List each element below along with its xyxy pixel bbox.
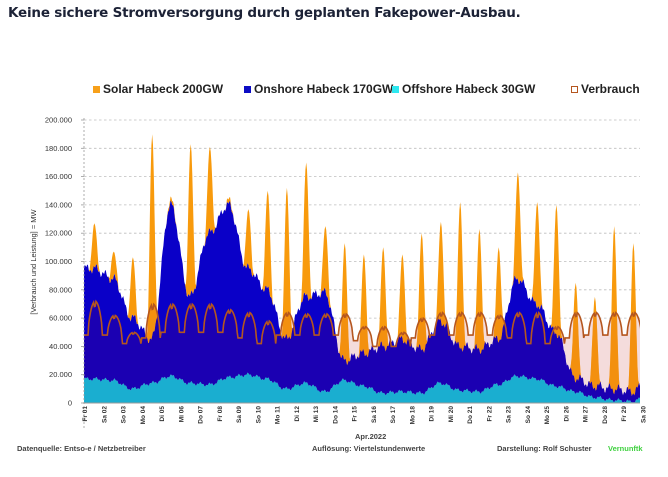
x-tick-label: Do 07 <box>198 406 205 424</box>
x-tick-label: Sa 09 <box>236 406 243 423</box>
x-tick-label: Di 26 <box>563 406 570 422</box>
legend-label-onshore: Onshore Habeck 170GW <box>254 82 394 96</box>
axes <box>83 118 640 428</box>
legend-item-offshore: Offshore Habeck 30GW <box>392 82 535 96</box>
legend-swatch-offshore <box>392 85 399 93</box>
x-tick-label: Mi 27 <box>583 406 590 423</box>
x-axis-ticks: Fr 01 Sa 02 So 03 Mo 04 Di 05 Mi 06 Do 07 Fr 08… <box>82 406 647 425</box>
x-tick-label: Do 21 <box>467 406 474 424</box>
footer-resolution: Auflösung: Viertelstundenwerte <box>312 444 426 453</box>
footer-source: Datenquelle: Entso-e / Netzbetreiber <box>17 444 146 453</box>
legend-label-solar: Solar Habeck 200GW <box>103 82 224 96</box>
y-tick-label: 60.000 <box>49 314 72 323</box>
x-tick-label: Fr 01 <box>82 406 89 422</box>
x-tick-label: Sa 30 <box>640 406 647 423</box>
x-axis-label: Apr.2022 <box>355 432 387 441</box>
solar-under-consumption <box>84 301 640 396</box>
x-tick-label: So 24 <box>525 406 532 424</box>
x-tick-label: So 03 <box>121 406 128 424</box>
onshore-under-consumption <box>84 301 640 403</box>
y-tick-label: 200.000 <box>45 116 72 125</box>
y-tick-label: 120.000 <box>45 229 72 238</box>
chart-legend: Solar Habeck 200GW Onshore Habeck 170GW … <box>40 82 668 98</box>
x-tick-label: Mi 13 <box>313 406 320 423</box>
y-tick-label: 40.000 <box>49 342 72 351</box>
y-axis-ticks: 0 20.000 40.000 60.000 80.000 100.000 120.000 1… <box>45 116 84 408</box>
x-tick-label: Sa 23 <box>506 406 513 423</box>
x-tick-label: Mi 06 <box>178 406 185 423</box>
verbrauch-line <box>84 299 640 348</box>
x-tick-label: Mi 20 <box>448 406 455 423</box>
x-tick-label: Mo 04 <box>140 406 147 425</box>
legend-item-solar: Solar Habeck 200GW <box>93 82 223 96</box>
footer-author: Darstellung: Rolf Schuster <box>497 444 592 453</box>
y-tick-label: 140.000 <box>45 200 72 209</box>
x-tick-label: Sa 16 <box>371 406 378 423</box>
x-tick-label: Fr 15 <box>352 406 359 422</box>
x-tick-label: Fr 22 <box>486 406 493 422</box>
x-tick-label: Fr 29 <box>621 406 628 422</box>
y-tick-label: 100.000 <box>45 257 72 266</box>
y-axis-label: [Verbrauch und Leistung] = MW <box>29 208 38 314</box>
x-tick-label: Do 14 <box>332 406 339 424</box>
legend-label-verbrauch: Verbrauch <box>581 82 640 96</box>
legend-label-offshore: Offshore Habeck 30GW <box>402 82 536 96</box>
x-tick-label: Sa 02 <box>101 406 108 423</box>
y-tick-label: 0 <box>68 399 72 408</box>
x-tick-label: Do 28 <box>602 406 609 424</box>
x-tick-label: So 10 <box>255 406 262 424</box>
x-tick-label: Di 19 <box>429 406 436 422</box>
legend-swatch-solar <box>93 85 100 93</box>
x-tick-label: So 17 <box>390 406 397 424</box>
x-tick-label: Fr 08 <box>217 406 224 422</box>
offshore-area <box>84 372 640 403</box>
headline: Keine sichere Stromversorgung durch gepl… <box>8 5 521 21</box>
plot-area <box>84 134 640 403</box>
x-tick-label: Mo 25 <box>544 406 551 425</box>
legend-swatch-onshore <box>244 85 251 93</box>
x-tick-label: Di 05 <box>159 406 166 422</box>
y-tick-label: 80.000 <box>49 285 72 294</box>
legend-swatch-verbrauch <box>571 85 578 93</box>
y-tick-label: 180.000 <box>45 144 72 153</box>
x-tick-label: Mo 18 <box>409 406 416 425</box>
x-tick-label: Mo 11 <box>275 406 282 424</box>
x-tick-label: Di 12 <box>294 406 301 422</box>
legend-item-verbrauch: Verbrauch <box>571 82 640 96</box>
y-tick-label: 20.000 <box>49 370 72 379</box>
y-tick-label: 160.000 <box>45 172 72 181</box>
legend-item-onshore: Onshore Habeck 170GW <box>244 82 393 96</box>
footer-brand: Vernunftk <box>608 444 643 453</box>
